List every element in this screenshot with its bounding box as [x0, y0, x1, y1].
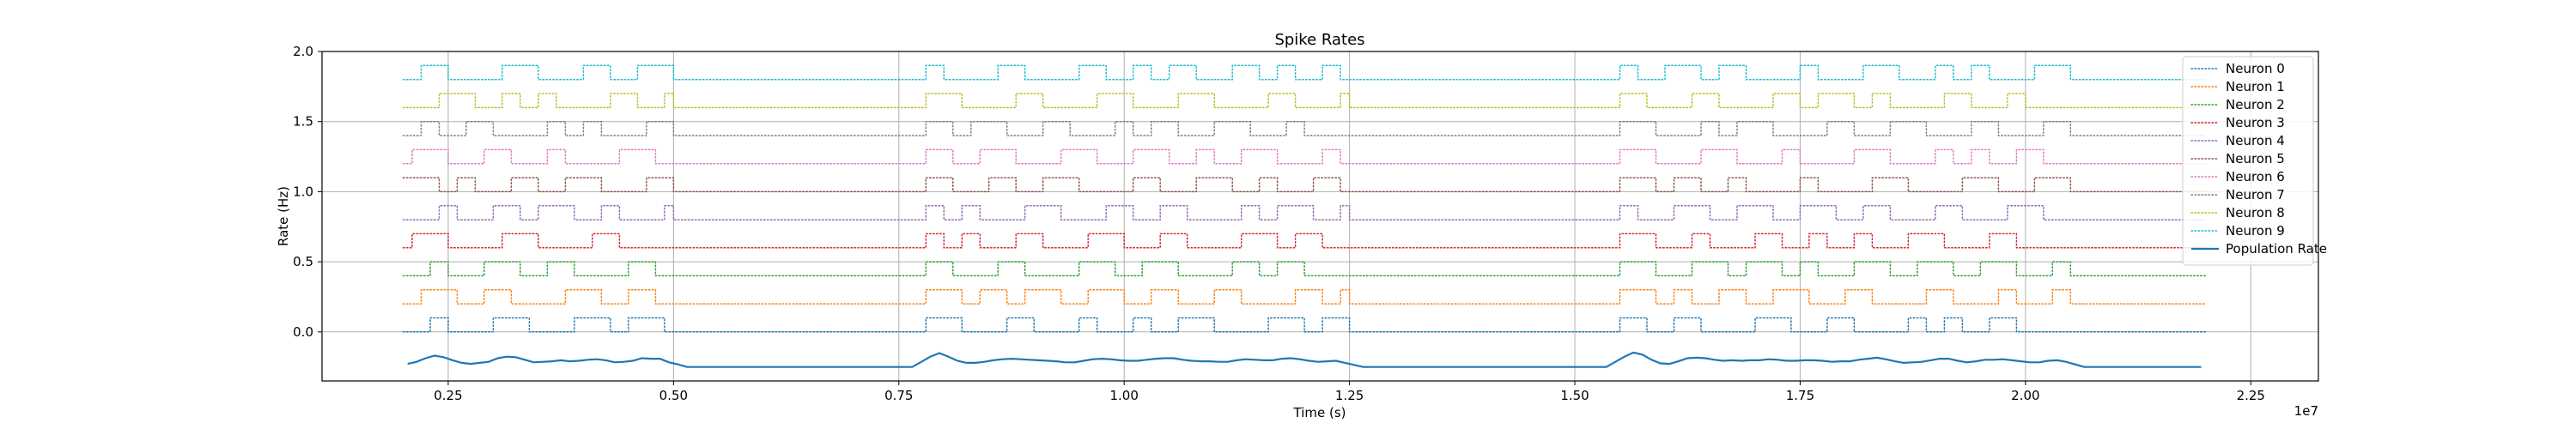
legend-label: Neuron 2 [2226, 97, 2285, 112]
series-line-neuron-9 [402, 64, 2207, 81]
series-line-population-rate [407, 351, 2202, 368]
legend-label: Neuron 3 [2226, 115, 2285, 130]
y-tick-label: 0.0 [293, 324, 313, 340]
x-tick-label: 1.25 [1335, 388, 1364, 403]
series-line-neuron-2 [402, 261, 2207, 277]
y-tick-label: 0.5 [293, 254, 313, 269]
series-layer [402, 64, 2207, 368]
y-tick-label: 1.5 [293, 114, 313, 130]
series-line-neuron-3 [402, 233, 2207, 249]
series-line-neuron-6 [402, 148, 2207, 165]
legend: Neuron 0 Neuron 1 Neuron 2 Neuron 3 Neuron 4… [2182, 56, 2327, 266]
y-tick-label: 2.0 [293, 44, 313, 59]
legend-label: Neuron 0 [2226, 61, 2285, 76]
x-tick-label: 1.75 [1786, 388, 1814, 403]
legend-label: Population Rate [2226, 241, 2327, 257]
y-tick-label: 1.0 [293, 184, 313, 199]
x-ticks: 0.25 0.50 0.75 1.00 1.25 1.50 1.75 2.00 2.25 [434, 381, 2265, 403]
y-ticks: 0.0 0.5 1.0 1.5 2.0 [293, 44, 322, 340]
legend-label: Neuron 5 [2226, 151, 2285, 166]
series-line-neuron-4 [402, 204, 2207, 221]
plot-frame [321, 51, 2319, 382]
legend-label: Neuron 4 [2226, 133, 2285, 148]
y-axis-label: Rate (Hz) [276, 186, 291, 246]
x-tick-label: 2.25 [2237, 388, 2265, 403]
x-tick-label: 2.00 [2011, 388, 2039, 403]
chart-title: Spike Rates [1274, 31, 1364, 49]
x-tick-label: 0.50 [659, 388, 688, 403]
series-line-neuron-8 [402, 93, 2207, 109]
x-tick-label: 1.00 [1109, 388, 1138, 403]
legend-label: Neuron 9 [2226, 223, 2285, 239]
legend-label: Neuron 1 [2226, 79, 2285, 94]
x-tick-label: 0.25 [434, 388, 462, 403]
x-tick-label: 0.75 [884, 388, 913, 403]
x-multiplier: 1e7 [2294, 403, 2318, 419]
series-line-neuron-1 [402, 289, 2207, 305]
legend-label: Neuron 6 [2226, 169, 2285, 184]
x-axis-label: Time (s) [1293, 405, 1346, 420]
legend-label: Neuron 7 [2226, 187, 2285, 202]
series-line-neuron-0 [402, 317, 2207, 333]
series-line-neuron-7 [402, 120, 2207, 136]
x-tick-label: 1.50 [1560, 388, 1589, 403]
series-line-neuron-5 [402, 177, 2207, 193]
legend-label: Neuron 8 [2226, 205, 2285, 221]
